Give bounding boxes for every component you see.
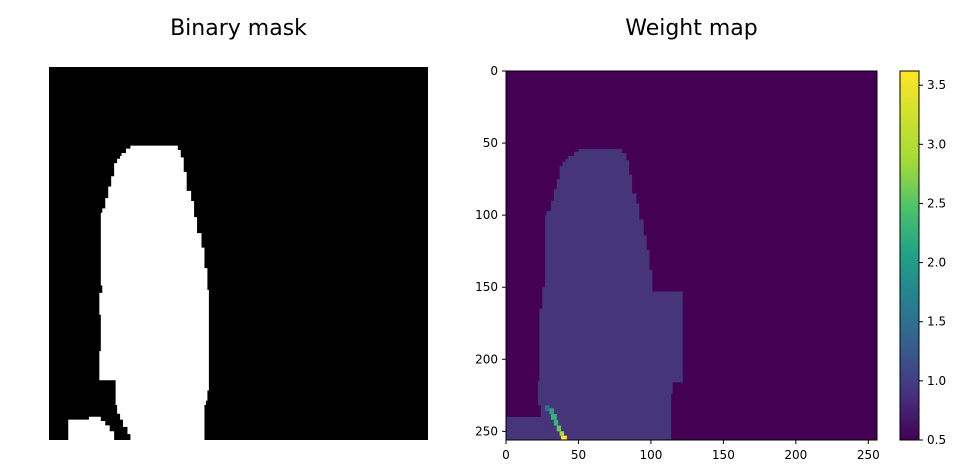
weight-map-y-ticks: 0 50 100 150 200 250 (475, 64, 506, 438)
x-tick-label: 200 (784, 448, 807, 462)
binary-mask-image (49, 67, 428, 440)
x-tick-label: 150 (712, 448, 735, 462)
weight-border-cell-1 (545, 405, 550, 412)
weight-border-cell-3 (550, 414, 557, 420)
binary-mask-svg (49, 67, 428, 440)
weight-border-cell-2 (549, 408, 554, 415)
x-tick-label: 50 (571, 448, 586, 462)
y-tick-label: 50 (483, 136, 498, 150)
mask-foreground-small (68, 416, 115, 440)
colorbar-gradient (900, 71, 919, 440)
binary-mask-title: Binary mask (170, 16, 307, 41)
weight-map-image (506, 71, 877, 440)
weight-map-frame (505, 70, 878, 441)
x-tick-label: 100 (639, 448, 662, 462)
colorbar-ticks: 0.5 1.0 1.5 2.0 2.5 3.0 3.5 (919, 78, 946, 447)
y-tick-label: 100 (475, 208, 498, 222)
weight-map-title: Weight map (625, 16, 758, 41)
y-tick-label: 0 (490, 64, 498, 78)
mask-foreground-main (99, 145, 209, 440)
colorbar-frame (899, 70, 920, 441)
colorbar-tick-label: 2.5 (927, 196, 946, 210)
y-tick-label: 200 (475, 352, 498, 366)
colorbar-tick-label: 0.5 (927, 433, 946, 447)
weight-foreground (506, 148, 683, 440)
colorbar-svg (900, 71, 919, 440)
weight-foreground-small (506, 416, 550, 440)
weight-border-cell-6 (559, 431, 564, 436)
weight-border-cell-7 (561, 435, 567, 440)
y-tick-label: 250 (475, 424, 498, 438)
y-tick-label: 150 (475, 280, 498, 294)
weight-border-cell-5 (556, 425, 562, 432)
colorbar-tick-label: 3.0 (927, 137, 946, 151)
weight-map-x-ticks: 0 50 100 150 200 250 (502, 440, 880, 462)
colorbar-tick-label: 3.5 (927, 78, 946, 92)
x-tick-label: 250 (857, 448, 880, 462)
x-tick-label: 0 (502, 448, 510, 462)
weight-map-svg (506, 71, 877, 440)
colorbar-tick-label: 1.5 (927, 315, 946, 329)
weight-border-cell-4 (553, 419, 559, 426)
colorbar (900, 71, 919, 440)
colorbar-tick-label: 2.0 (927, 256, 946, 270)
colorbar-tick-label: 1.0 (927, 374, 946, 388)
